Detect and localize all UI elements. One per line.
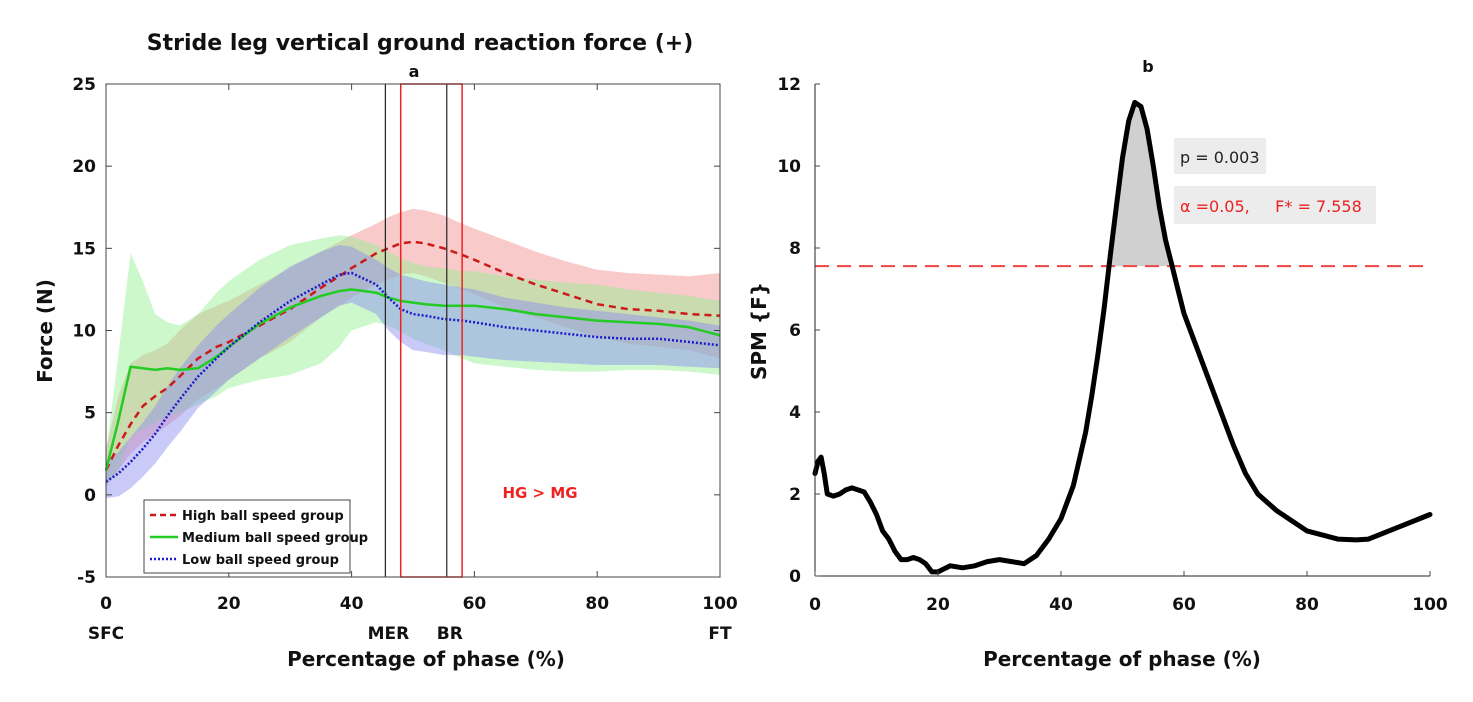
event-label-ft: FT bbox=[708, 624, 732, 644]
event-label-mer: MER bbox=[368, 624, 410, 644]
panel-a-ylabel: Force (N) bbox=[33, 279, 57, 383]
panel-a-legend: High ball speed group Medium ball speed … bbox=[143, 499, 368, 574]
ytick-label: 20 bbox=[72, 157, 96, 177]
panel-a: Stride leg vertical ground reaction forc… bbox=[33, 31, 738, 671]
event-label-sfc: SFC bbox=[88, 624, 124, 644]
ytick-label: 0 bbox=[789, 567, 801, 587]
panel-a-label: a bbox=[409, 62, 420, 81]
ytick-label: 8 bbox=[789, 239, 801, 259]
xtick-label: 20 bbox=[217, 594, 241, 614]
ytick-label: 4 bbox=[789, 403, 801, 423]
ytick-label: 10 bbox=[777, 157, 801, 177]
panel-b-xlabel: Percentage of phase (%) bbox=[983, 647, 1261, 671]
ytick-label: 5 bbox=[84, 404, 96, 424]
ytick-label: 0 bbox=[84, 486, 96, 506]
legend-box bbox=[143, 499, 351, 574]
panel-a-xlabel: Percentage of phase (%) bbox=[287, 647, 565, 671]
panel-a-significance-label: HG > MG bbox=[502, 484, 577, 502]
panel-b-ylabel: SPM {F} bbox=[747, 282, 771, 380]
ytick-label: 6 bbox=[789, 321, 801, 341]
series-line-medium bbox=[104, 288, 721, 471]
band-medium bbox=[106, 235, 720, 487]
series-line-high bbox=[104, 240, 721, 471]
xtick-label: 100 bbox=[702, 594, 738, 614]
ytick-label: 12 bbox=[777, 75, 801, 95]
ytick-label: 25 bbox=[72, 75, 96, 95]
alpha-value: =0.05, F* = 7.558 bbox=[1191, 197, 1362, 216]
ytick-label: 2 bbox=[789, 485, 801, 505]
alpha-symbol: α bbox=[1180, 197, 1191, 216]
alpha-box bbox=[1174, 186, 1376, 224]
xtick-label: 100 bbox=[1412, 595, 1448, 615]
xtick-label: 0 bbox=[809, 595, 821, 615]
alpha-text: α =0.05, F* = 7.558 bbox=[1180, 197, 1362, 216]
band-low bbox=[106, 245, 720, 499]
legend-label-high: High ball speed group bbox=[182, 509, 344, 524]
panel-a-title: Stride leg vertical ground reaction forc… bbox=[147, 31, 694, 56]
xtick-label: 20 bbox=[926, 595, 950, 615]
panel-b-ticks: 0 2 4 6 8 10 12 0 20 40 60 80 100 bbox=[777, 75, 1448, 615]
p-value-box bbox=[1174, 138, 1266, 174]
xtick-label: 40 bbox=[1049, 595, 1073, 615]
ytick-label: -5 bbox=[77, 568, 96, 588]
ytick-label: 15 bbox=[72, 239, 96, 259]
xtick-label: 0 bbox=[100, 594, 112, 614]
panel-b-spm-curve bbox=[812, 99, 1433, 575]
p-value-text: p = 0.003 bbox=[1180, 148, 1260, 167]
xtick-label: 40 bbox=[340, 594, 364, 614]
panel-b: b 0 2 4 6 8 10 12 0 20 40 60 80 100 SPM {F} Percenta… bbox=[747, 57, 1448, 671]
band-high bbox=[106, 208, 720, 487]
panel-b-significant-region bbox=[1110, 102, 1169, 267]
panel-b-label: b bbox=[1142, 57, 1153, 76]
panel-a-series-lines bbox=[104, 240, 721, 483]
xtick-label: 60 bbox=[1172, 595, 1196, 615]
ytick-label: 10 bbox=[72, 322, 96, 342]
legend-label-medium: Medium ball speed group bbox=[182, 531, 368, 546]
legend-label-low: Low ball speed group bbox=[182, 553, 339, 568]
panel-a-confidence-bands bbox=[106, 208, 720, 499]
event-label-br: BR bbox=[437, 624, 463, 644]
xtick-label: 80 bbox=[585, 594, 609, 614]
xtick-label: 60 bbox=[463, 594, 487, 614]
xtick-label: 80 bbox=[1295, 595, 1319, 615]
